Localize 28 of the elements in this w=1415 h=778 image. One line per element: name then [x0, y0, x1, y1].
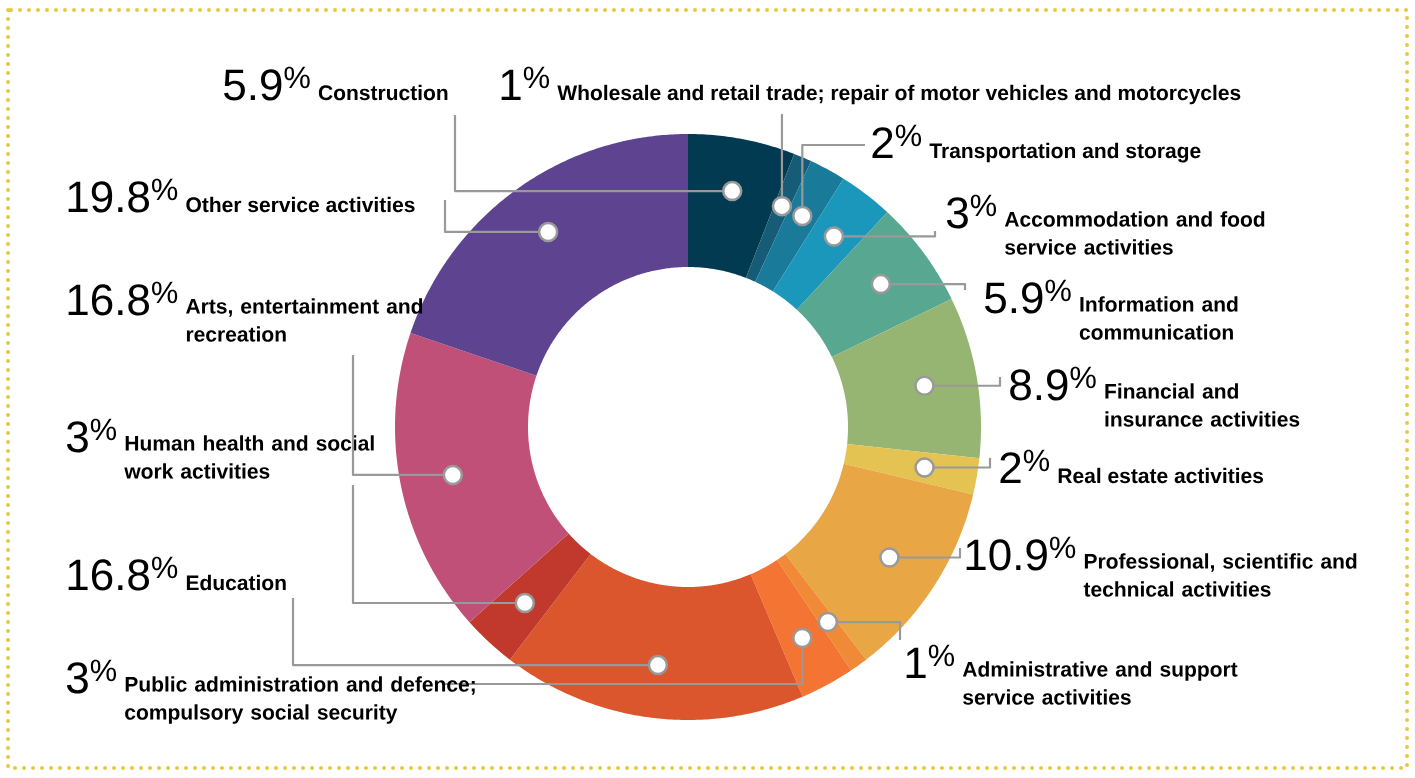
data-label: 1$^{%}$ [501, 66, 550, 100]
slice-label: Public administration and defence; compulsory social security [125, 676, 475, 724]
data-label: 3$^{%}$ [946, 194, 997, 229]
data-label: 5.9$^{%}$ [985, 279, 1071, 314]
data-label: 3$^{%}$ [66, 659, 117, 694]
slice-label: Education [186, 574, 286, 591]
slice-label: Information and communication [1079, 296, 1238, 340]
data-label: 1$^{%}$ [906, 644, 955, 678]
slice-label: Transportation and storage [929, 142, 1201, 163]
slice-label: Wholesale and retail trade; repair of motor vehicles and motorcycles [557, 84, 1241, 105]
data-label: 19.8$^{%}$ [68, 178, 178, 213]
data-label: 10.9$^{%}$ [966, 536, 1076, 571]
slice-label: Administrative and support service activities [962, 661, 1238, 705]
data-label: 16.8$^{%}$ [68, 556, 178, 591]
slice-label: Financial and insurance activities [1105, 383, 1300, 427]
slice-label: Accommodation and food service activities [1004, 211, 1265, 255]
slice-label: Arts, entertainment and recreation [186, 298, 423, 342]
data-label: 2$^{%}$ [872, 124, 922, 158]
data-label: 3$^{%}$ [66, 418, 117, 453]
data-label: 2$^{%}$ [1000, 449, 1050, 483]
slice-label: Professional, scientific and technical activities [1083, 553, 1357, 597]
data-label: 16.8$^{%}$ [68, 281, 178, 316]
slice-label: Human health and social work activities [124, 435, 374, 479]
slice-label: Construction [318, 84, 448, 101]
slice-label: Real estate activities [1058, 467, 1264, 484]
data-label: 5.9$^{%}$ [224, 66, 310, 101]
data-label: 8.9$^{%}$ [1010, 366, 1096, 401]
slice-label: Other service activities [186, 196, 415, 213]
